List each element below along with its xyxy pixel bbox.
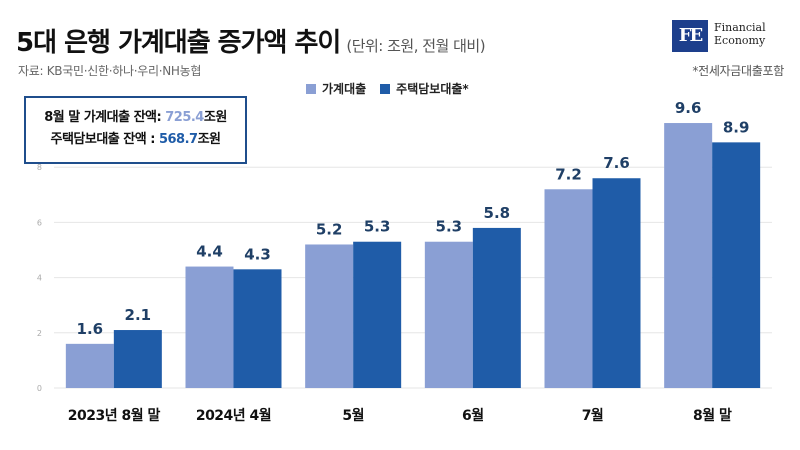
data-label: 8.9 — [723, 118, 750, 136]
x-tick-label: 6월 — [462, 407, 484, 424]
data-label: 1.6 — [77, 320, 104, 338]
bar-series2 — [712, 142, 761, 388]
logo-text: Financial Economy — [714, 21, 766, 47]
data-label: 7.2 — [555, 165, 582, 183]
y-tick-label: 0 — [37, 384, 42, 393]
data-label: 5.8 — [484, 204, 511, 222]
legend-swatch-series2 — [380, 83, 391, 94]
data-label: 5.2 — [316, 220, 343, 238]
y-tick-label: 8 — [37, 163, 42, 172]
source-note: 자료: KB국민·신한·하나·우리·NH농협 — [18, 64, 202, 78]
publisher-logo: FE Financial Economy — [672, 18, 790, 58]
bar-series2 — [113, 330, 162, 388]
data-label: 7.6 — [603, 154, 630, 172]
y-tick-label: 2 — [37, 329, 42, 338]
bar-series1 — [305, 244, 354, 388]
chart-title: 5대 은행 가계대출 증가액 추이 (단위: 조원, 전월 대비) — [16, 22, 486, 58]
data-label: 4.4 — [196, 243, 223, 261]
household-loan-balance: 8월 말 가계대출 잔액: 725.4조원 — [26, 107, 245, 129]
bar-series1 — [185, 266, 234, 388]
bar-series1 — [544, 189, 593, 388]
mortgage-balance-unit: 조원 — [197, 132, 221, 147]
x-tick-label: 8월 말 — [693, 407, 732, 424]
data-label: 5.3 — [364, 218, 391, 236]
x-tick-label: 7월 — [582, 407, 604, 424]
logo-line1: Financial — [714, 21, 766, 34]
x-tick-label: 5월 — [342, 407, 364, 424]
x-tick-label: 2023년 8월 말 — [68, 407, 161, 424]
household-balance-label: 8월 말 가계대출 잔액: — [44, 110, 166, 125]
balance-info-box: 8월 말 가계대출 잔액: 725.4조원 주택담보대출 잔액 : 568.7조… — [24, 96, 247, 164]
y-tick-label: 6 — [37, 218, 42, 227]
mortgage-loan-balance: 주택담보대출 잔액 : 568.7조원 — [26, 129, 245, 151]
bar-series2 — [233, 269, 282, 388]
legend: 가계대출 주택담보대출* — [306, 80, 469, 97]
unit-note: (단위: 조원, 전월 대비) — [346, 37, 486, 55]
mortgage-balance-label: 주택담보대출 잔액 : — [50, 132, 159, 147]
household-balance-unit: 조원 — [203, 110, 227, 125]
legend-label-series1: 가계대출 — [322, 82, 367, 96]
legend-item-series1: 가계대출 — [306, 80, 366, 97]
mortgage-balance-value: 568.7 — [158, 132, 198, 147]
household-balance-value: 725.4 — [165, 110, 204, 125]
legend-swatch-series1 — [306, 83, 316, 94]
bar-series1 — [424, 241, 473, 388]
bar-series1 — [664, 123, 713, 388]
data-label: 4.3 — [244, 245, 271, 263]
bar-series2 — [353, 241, 402, 388]
y-tick-label: 4 — [37, 274, 42, 283]
logo-mark: FE — [672, 20, 708, 52]
data-label: 5.3 — [436, 218, 463, 236]
data-label: 2.1 — [125, 306, 152, 324]
legend-label-series2: 주택담보대출* — [396, 82, 469, 96]
data-label: 9.6 — [675, 99, 702, 117]
logo-line2: Economy — [714, 34, 766, 47]
legend-item-series2: 주택담보대출* — [380, 80, 469, 97]
bar-series1 — [65, 343, 114, 388]
bar-series2 — [472, 227, 521, 388]
footnote: *전세자금대출포함 — [692, 64, 784, 78]
x-tick-label: 2024년 4월 — [196, 407, 271, 424]
title-text: 5대 은행 가계대출 증가액 추이 — [16, 28, 341, 58]
bar-series2 — [592, 178, 641, 388]
